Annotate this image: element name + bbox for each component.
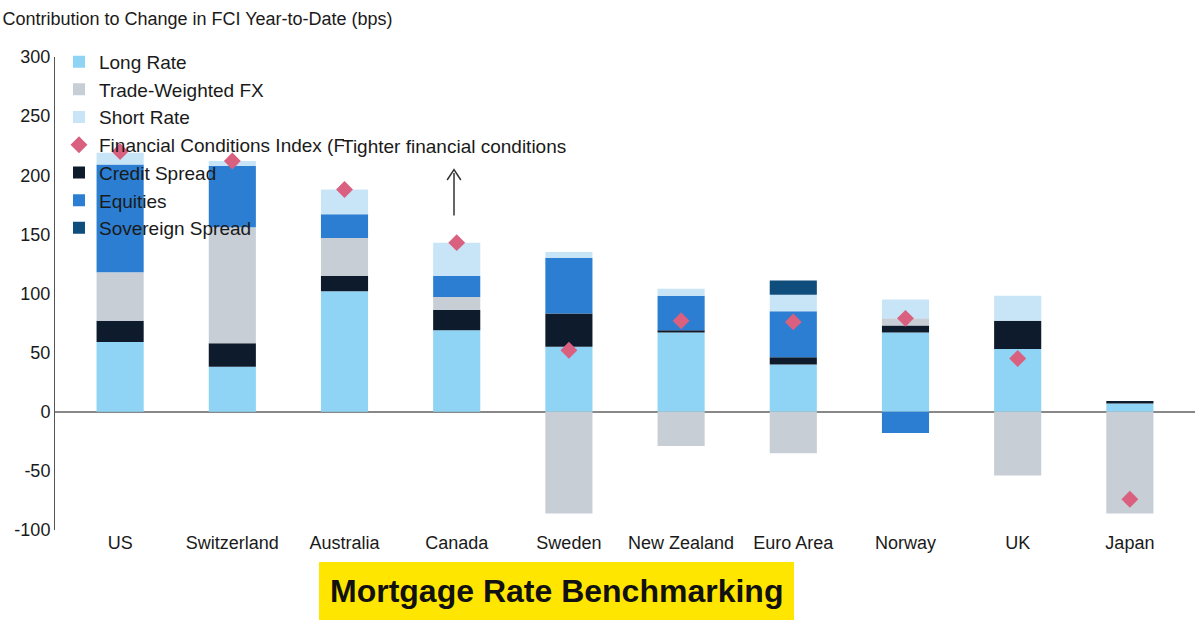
- svg-text:New Zealand: New Zealand: [628, 533, 734, 553]
- svg-text:Canada: Canada: [425, 533, 489, 553]
- svg-text:150: 150: [20, 225, 50, 245]
- svg-text:Contribution to Change in FCI: Contribution to Change in FCI Year-to-Da…: [2, 9, 392, 29]
- svg-text:UK: UK: [1005, 533, 1030, 553]
- svg-text:200: 200: [20, 166, 50, 186]
- svg-text:Credit Spread: Credit Spread: [99, 163, 216, 184]
- svg-text:Sweden: Sweden: [536, 533, 601, 553]
- svg-text:Equities: Equities: [99, 191, 167, 212]
- svg-text:-50: -50: [24, 461, 50, 481]
- svg-text:Euro Area: Euro Area: [753, 533, 834, 553]
- svg-text:-100: -100: [14, 520, 50, 540]
- svg-text:0: 0: [40, 402, 50, 422]
- svg-text:Norway: Norway: [875, 533, 936, 553]
- svg-text:Tighter financial conditions: Tighter financial conditions: [342, 136, 566, 157]
- svg-text:Short Rate: Short Rate: [99, 107, 190, 128]
- svg-text:Australia: Australia: [309, 533, 380, 553]
- svg-text:300: 300: [20, 47, 50, 67]
- svg-text:250: 250: [20, 106, 50, 126]
- svg-text:US: US: [108, 533, 133, 553]
- svg-text:100: 100: [20, 284, 50, 304]
- svg-text:Switzerland: Switzerland: [186, 533, 279, 553]
- svg-text:Financial Conditions Index (FC: Financial Conditions Index (FCI): [99, 135, 344, 156]
- svg-text:Mortgage Rate Benchmarking: Mortgage Rate Benchmarking: [330, 573, 783, 609]
- svg-text:Sovereign Spread: Sovereign Spread: [99, 218, 251, 239]
- svg-text:Trade-Weighted FX: Trade-Weighted FX: [99, 80, 264, 101]
- svg-text:Japan: Japan: [1105, 533, 1154, 553]
- svg-text:Long Rate: Long Rate: [99, 52, 187, 73]
- svg-text:50: 50: [30, 343, 50, 363]
